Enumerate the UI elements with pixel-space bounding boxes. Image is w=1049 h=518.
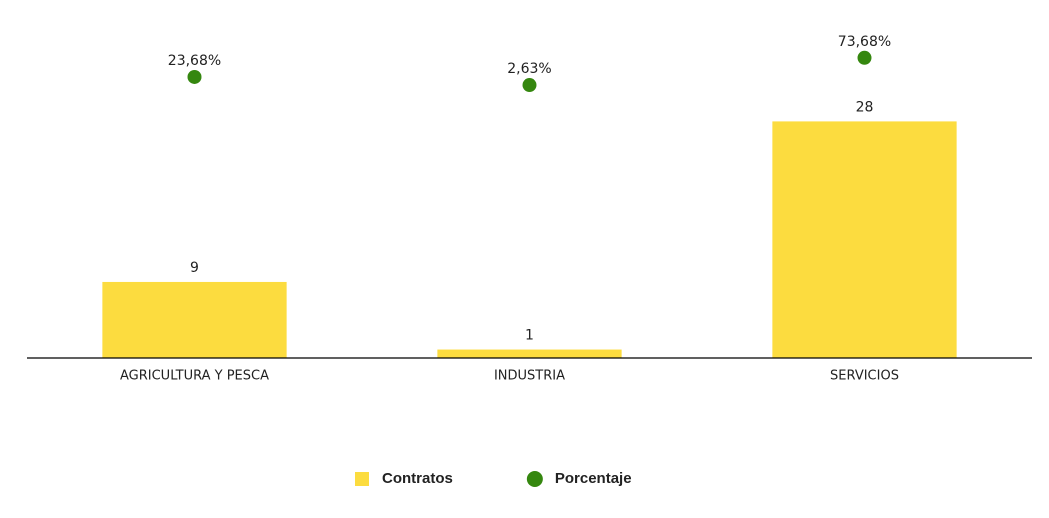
bar bbox=[102, 281, 287, 358]
bar-value-label: 28 bbox=[856, 99, 874, 115]
legend-label: Porcentaje bbox=[555, 470, 632, 487]
bar bbox=[772, 121, 957, 359]
point bbox=[187, 69, 202, 84]
point-value-label: 23,68% bbox=[168, 53, 221, 69]
point bbox=[857, 50, 872, 65]
x-tick-label: AGRICULTURA Y PESCA bbox=[120, 369, 269, 384]
point-value-label: 2,63% bbox=[507, 61, 551, 77]
bar-value-label: 9 bbox=[190, 260, 199, 276]
x-tick-label: SERVICIOS bbox=[830, 369, 899, 384]
point bbox=[522, 78, 537, 93]
point-value-label: 73,68% bbox=[838, 34, 891, 50]
legend-swatch bbox=[526, 471, 543, 487]
legend-label: Contratos bbox=[382, 470, 453, 487]
bar bbox=[437, 349, 622, 358]
bar-value-label: 1 bbox=[525, 328, 534, 344]
legend-swatch bbox=[355, 472, 369, 486]
x-tick-label: INDUSTRIA bbox=[494, 369, 565, 384]
